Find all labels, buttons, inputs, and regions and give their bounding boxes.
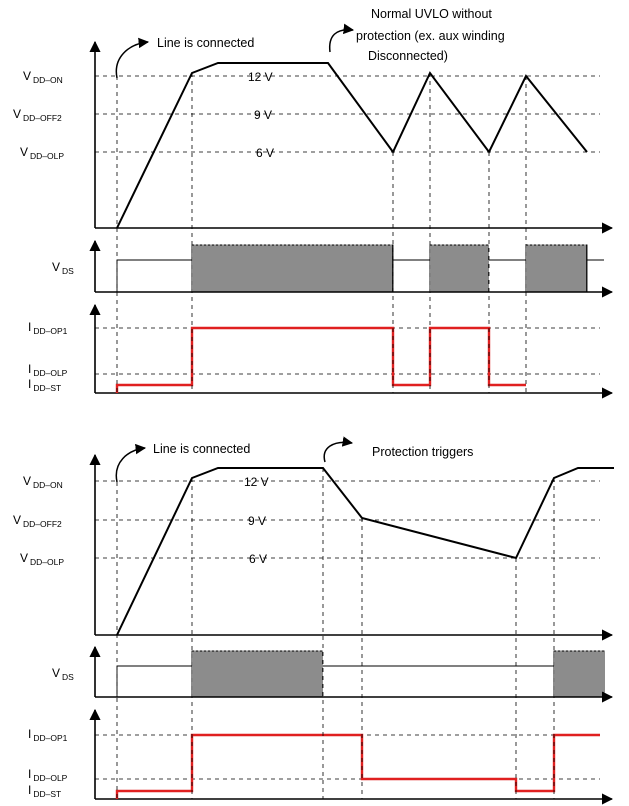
value-9v: 9 V xyxy=(254,108,272,122)
value-9v-bottom: 9 V xyxy=(248,514,266,528)
top-vdd-waveform xyxy=(116,62,588,229)
top-vds-idle-1 xyxy=(116,259,192,292)
top-figure: V DD–ON V DD–OFF2 V DD–OLP 12 V 9 V 6 V Lin… xyxy=(13,7,614,399)
bottom-vdd-panel: V DD–ON V DD–OFF2 V DD–OLP 12 V 9 V 6 V Lin… xyxy=(13,436,614,641)
top-normal-uvlo-arrow xyxy=(328,23,355,53)
label-vdd-olp: V DD–OLP xyxy=(20,145,64,161)
label-vds-top: V DS xyxy=(52,260,74,276)
label-vdd-on-bottom: V DD–ON xyxy=(23,474,63,490)
bottom-event-lines xyxy=(116,468,555,799)
label-vdd-on: V DD–ON xyxy=(23,69,63,85)
bottom-figure: V DD–ON V DD–OFF2 V DD–OLP 12 V 9 V 6 V Lin… xyxy=(13,436,614,805)
top-normal-uvlo-line1: Normal UVLO without xyxy=(371,7,492,21)
bottom-line-connected-arrow xyxy=(115,443,147,483)
top-normal-uvlo-line2: protection (ex. aux winding xyxy=(356,29,505,43)
top-vdd-panel: V DD–ON V DD–OFF2 V DD–OLP 12 V 9 V 6 V Lin… xyxy=(13,7,614,234)
top-normal-uvlo-line3: Disconnected) xyxy=(368,49,448,63)
bottom-idd-panel: I DD–OP1 I DD–OLP I DD–ST xyxy=(28,708,614,805)
top-vds-panel: V DS xyxy=(52,239,614,298)
value-12v: 12 V xyxy=(248,70,273,84)
bottom-protection-label: Protection triggers xyxy=(372,445,473,459)
top-idd-panel: I DD–OP1 I DD–OLP I DD–ST xyxy=(28,303,614,399)
value-6v-bottom: 6 V xyxy=(249,552,267,566)
top-vds-switching-burst-3 xyxy=(525,244,588,293)
label-vdd-off2-bottom: V DD–OFF2 xyxy=(13,513,62,529)
top-event-lines xyxy=(116,73,527,393)
label-idd-st-bottom: I DD–ST xyxy=(28,783,61,799)
value-6v: 6 V xyxy=(256,146,274,160)
top-vds-switching-burst-1 xyxy=(191,244,394,293)
bottom-vds-switching-burst-2 xyxy=(553,650,605,698)
label-vdd-off2: V DD–OFF2 xyxy=(13,107,62,123)
top-vds-switching-burst-2 xyxy=(429,244,489,293)
bottom-line-connected-label: Line is connected xyxy=(153,442,250,456)
label-vdd-olp-bottom: V DD–OLP xyxy=(20,551,64,567)
top-idd-waveform xyxy=(115,326,526,393)
value-12v-bottom: 12 V xyxy=(244,475,269,489)
bottom-idd-waveform xyxy=(115,733,600,799)
bottom-vds-idle-1 xyxy=(116,665,192,697)
label-idd-olp-bottom: I DD–OLP xyxy=(28,767,68,783)
top-line-connected-arrow xyxy=(115,37,150,79)
bottom-vds-switching-burst-1 xyxy=(191,650,323,698)
label-idd-op1-top: I DD–OP1 xyxy=(28,320,68,336)
bottom-vdd-waveform xyxy=(116,467,614,636)
bottom-protection-arrow xyxy=(323,436,354,463)
label-idd-op1-bottom: I DD–OP1 xyxy=(28,727,68,743)
top-line-connected-label: Line is connected xyxy=(157,36,254,50)
label-idd-st-top: I DD–ST xyxy=(28,377,61,393)
label-idd-olp-top: I DD–OLP xyxy=(28,362,68,378)
bottom-vds-panel: V DS xyxy=(52,645,614,703)
label-vds-bottom: V DS xyxy=(52,666,74,682)
